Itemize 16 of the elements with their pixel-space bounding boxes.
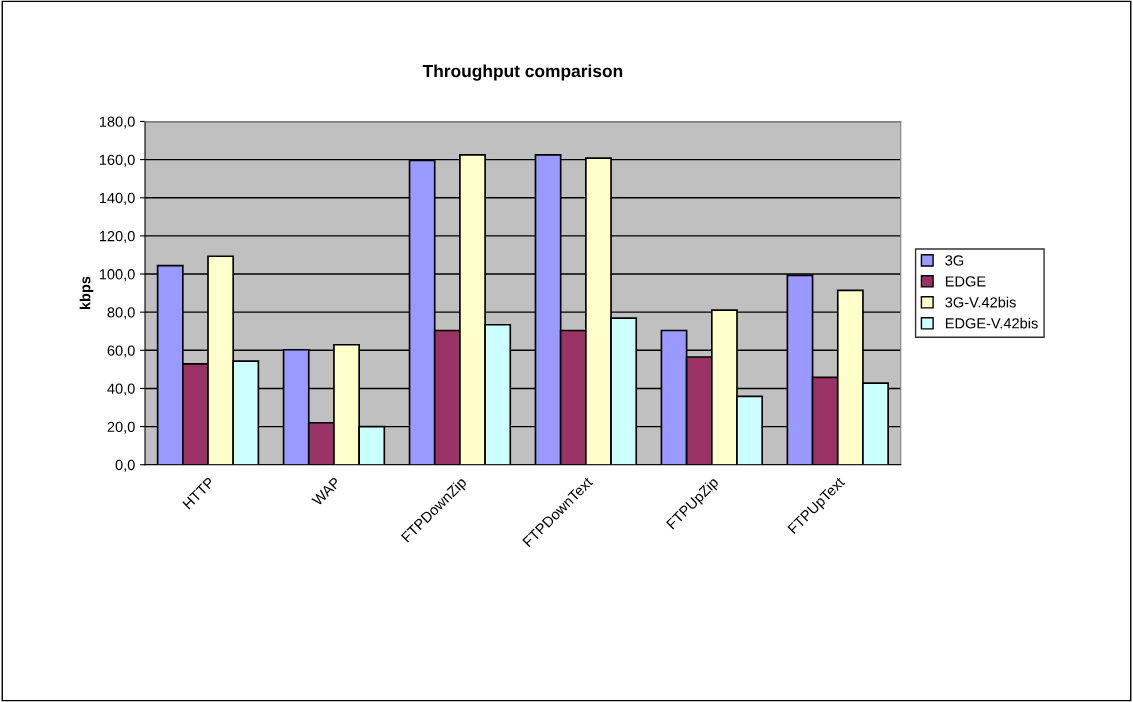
legend-label: 3G-V.42bis <box>945 296 1016 308</box>
y-tick-label: 120,0 <box>99 230 135 244</box>
y-tick-label: 100,0 <box>99 269 135 282</box>
y-tick-label: 160,0 <box>99 154 135 167</box>
legend-label: 3G <box>945 255 964 266</box>
y-tick-label: 20,0 <box>107 421 135 434</box>
y-tick-label: 80,0 <box>107 307 135 320</box>
chart-title: Throughput comparison <box>422 64 623 81</box>
y-tick-label: 60,0 <box>107 345 135 358</box>
y-axis-title: kbps <box>79 276 94 310</box>
y-tick-label: 40,0 <box>107 383 135 396</box>
y-tick-label: 140,0 <box>99 192 135 205</box>
legend-label: EDGE-V.42bis <box>945 317 1038 329</box>
y-tick-label: 0,0 <box>115 459 135 472</box>
legend-label: EDGE <box>945 276 986 287</box>
y-tick-label: 180,0 <box>99 116 135 129</box>
